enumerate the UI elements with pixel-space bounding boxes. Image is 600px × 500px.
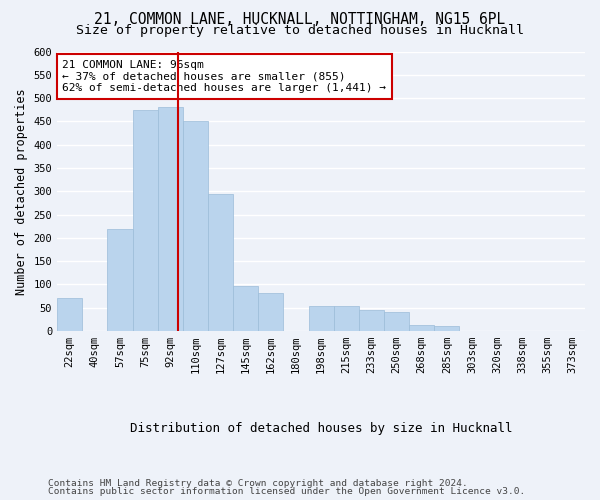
Bar: [158, 108, 183, 331]
Bar: [107, 228, 133, 331]
Text: Contains HM Land Registry data © Crown copyright and database right 2024.: Contains HM Land Registry data © Crown c…: [48, 478, 468, 488]
Bar: [258, 293, 283, 331]
Bar: [434, 326, 460, 331]
X-axis label: Distribution of detached houses by size in Hucknall: Distribution of detached houses by size …: [130, 422, 512, 435]
Bar: [359, 310, 384, 331]
Bar: [208, 194, 233, 331]
Bar: [57, 298, 82, 331]
Bar: [133, 110, 158, 331]
Text: Contains public sector information licensed under the Open Government Licence v3: Contains public sector information licen…: [48, 487, 525, 496]
Bar: [334, 306, 359, 331]
Bar: [409, 326, 434, 331]
Text: 21 COMMON LANE: 96sqm
← 37% of detached houses are smaller (855)
62% of semi-det: 21 COMMON LANE: 96sqm ← 37% of detached …: [62, 60, 386, 93]
Bar: [233, 286, 258, 331]
Text: Size of property relative to detached houses in Hucknall: Size of property relative to detached ho…: [76, 24, 524, 37]
Bar: [308, 306, 334, 331]
Y-axis label: Number of detached properties: Number of detached properties: [15, 88, 28, 294]
Bar: [183, 122, 208, 331]
Text: 21, COMMON LANE, HUCKNALL, NOTTINGHAM, NG15 6PL: 21, COMMON LANE, HUCKNALL, NOTTINGHAM, N…: [94, 12, 506, 28]
Bar: [384, 312, 409, 331]
